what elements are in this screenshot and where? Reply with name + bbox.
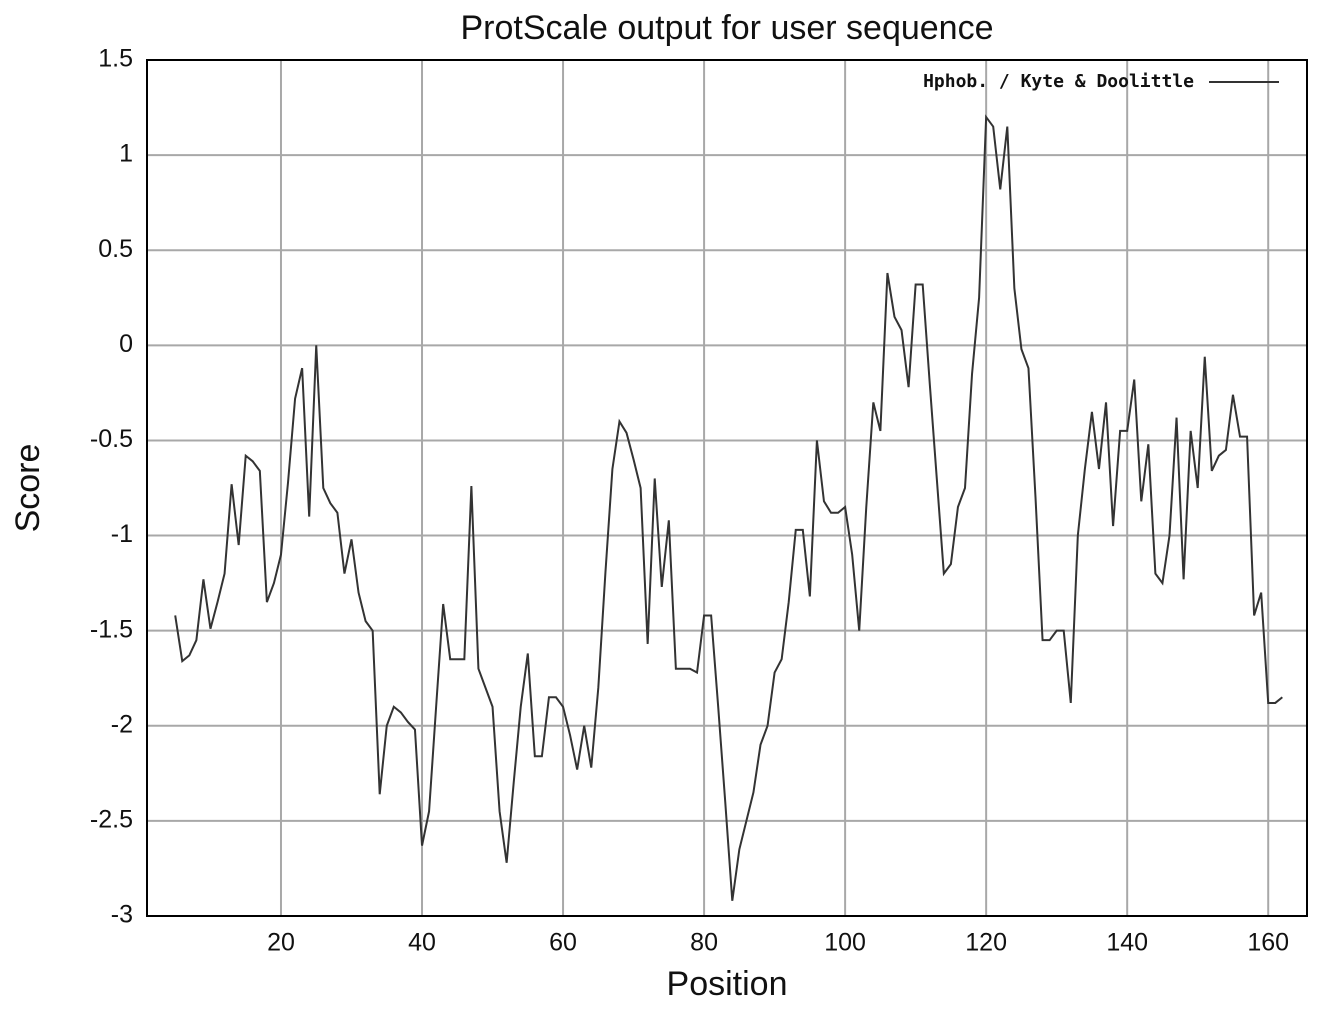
y-tick-label: -0.5 (90, 425, 133, 453)
y-tick-label: -1.5 (90, 615, 133, 643)
x-tick-label: 20 (267, 929, 295, 957)
y-tick-label: 0 (119, 330, 133, 358)
x-tick-label: 40 (408, 929, 436, 957)
y-tick-label: -2.5 (90, 805, 133, 833)
x-tick-label: 160 (1247, 929, 1289, 957)
x-tick-label: 80 (690, 929, 718, 957)
y-tick-label: -2 (111, 710, 133, 738)
y-axis-label: Score (9, 444, 47, 533)
y-tick-label: -1 (111, 520, 133, 548)
data-line (174, 114, 1283, 901)
y-tick-label: 1 (119, 140, 133, 168)
y-tick-label: 0.5 (98, 235, 133, 263)
legend-label: Hphob. / Kyte & Doolittle (923, 71, 1194, 92)
chart-title: ProtScale output for user sequence (461, 9, 994, 47)
x-tick-label: 120 (965, 929, 1007, 957)
x-tick-label: 60 (549, 929, 577, 957)
x-tick-label: 100 (824, 929, 866, 957)
plot-frame (146, 59, 1308, 917)
x-axis-label: Position (667, 965, 788, 1003)
y-tick-label: -3 (111, 901, 133, 929)
y-tick-label: 1.5 (98, 45, 133, 73)
x-tick-label: 140 (1106, 929, 1148, 957)
